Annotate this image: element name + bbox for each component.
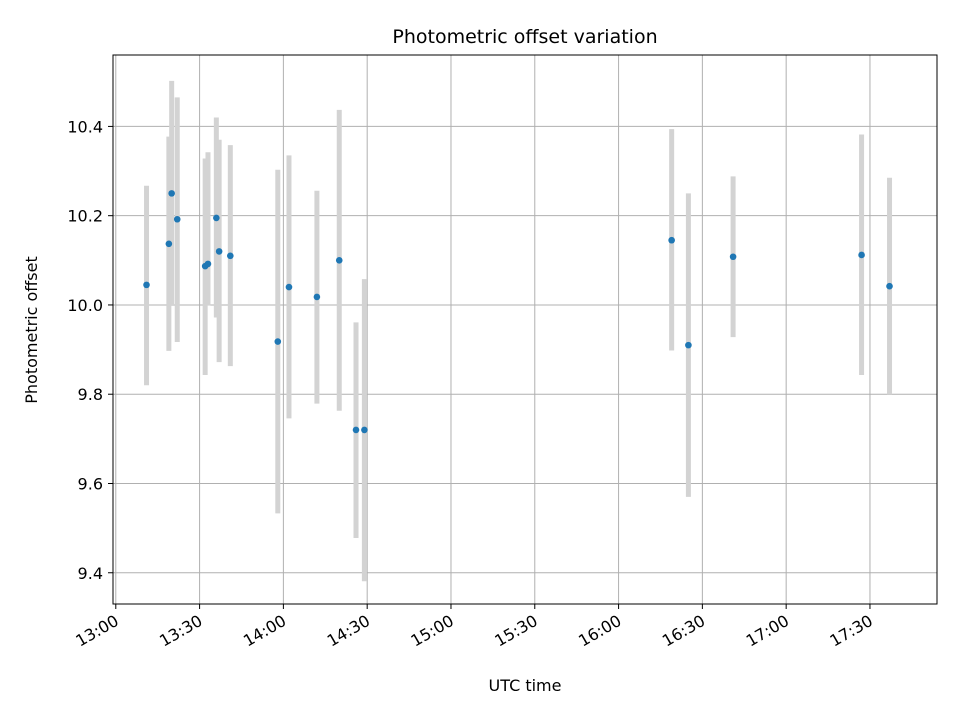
y-tick-label: 9.6 — [78, 474, 103, 493]
y-tick-label: 9.8 — [78, 385, 103, 404]
y-tick-label: 9.4 — [78, 564, 103, 583]
plot-frame — [112, 54, 938, 605]
x-tick-label: 17:30 — [827, 611, 876, 651]
grid — [113, 55, 937, 604]
x-tick-label: 15:00 — [408, 611, 457, 651]
x-tick-label: 13:30 — [156, 611, 205, 651]
data-point — [335, 257, 343, 264]
data-point — [173, 215, 181, 223]
data-point — [168, 190, 175, 197]
data-point — [143, 281, 150, 289]
y-tick-label: 10.0 — [67, 296, 103, 315]
data-point — [313, 293, 321, 301]
x-tick-label: 17:00 — [743, 611, 792, 651]
chart-title: Photometric offset variation — [392, 26, 657, 48]
data-point — [165, 240, 173, 248]
data-point — [213, 214, 220, 222]
y-axis-ticks: 9.4 9.6 9.8 10.0 10.2 10.4 — [67, 117, 113, 583]
data-point — [204, 260, 212, 268]
data-points — [143, 190, 893, 434]
plot-background — [113, 55, 937, 604]
x-axis-title: UTC time — [489, 676, 562, 695]
data-point — [729, 253, 737, 261]
x-tick-label: 16:00 — [575, 611, 624, 651]
x-axis-ticks: 13:00 13:30 14:00 14:30 15:00 15:30 16:00 16:30… — [72, 604, 876, 651]
x-tick-label: 16:30 — [659, 611, 708, 651]
x-tick-label: 14:30 — [324, 611, 373, 651]
x-tick-label: 13:00 — [72, 611, 121, 651]
y-tick-label: 10.2 — [67, 207, 103, 226]
x-tick-label: 15:30 — [491, 611, 540, 651]
data-point — [285, 283, 293, 291]
data-point — [858, 251, 865, 259]
x-tick-label: 14:00 — [240, 611, 289, 651]
data-point — [685, 341, 692, 349]
data-point — [227, 252, 234, 260]
y-tick-label: 10.4 — [67, 117, 103, 136]
data-point — [274, 338, 282, 345]
data-point — [215, 248, 223, 255]
data-point — [668, 236, 675, 244]
data-point — [361, 426, 368, 434]
data-point — [886, 282, 893, 290]
y-axis-title: Photometric offset — [22, 256, 41, 404]
data-point — [352, 426, 360, 434]
